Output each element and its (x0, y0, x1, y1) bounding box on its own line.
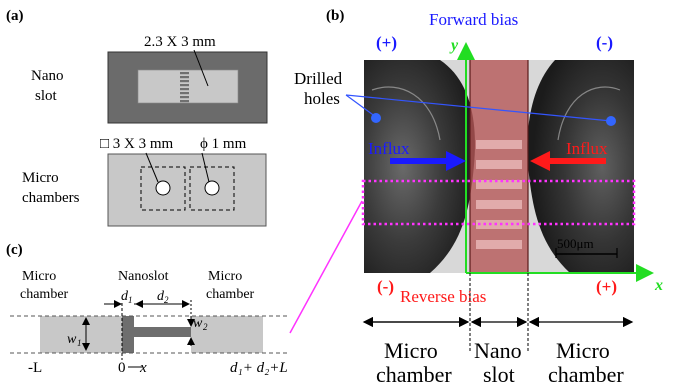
influx-right-arrow (530, 151, 606, 171)
influx-left-label: Influx (368, 139, 410, 158)
panel-c: (c) Micro chamber Nanoslot Micro chamber… (6, 242, 290, 376)
c-d2-label: d (157, 289, 165, 304)
c-w1-sub: 1 (77, 338, 82, 348)
c-nano-d1 (122, 316, 134, 353)
influx-left-arrow (390, 151, 466, 171)
reverse-bias-label: Reverse bias (400, 287, 486, 306)
right-hole-marker (606, 116, 616, 126)
c-nanoslot-label: Nanoslot (118, 269, 169, 284)
nano-slot-channels (476, 140, 522, 249)
c-d1-label: d (121, 289, 129, 304)
panel-a: (a) 2.3 X 3 mm Nano slot □ 3 X 3 mm ϕ 1 … (6, 8, 268, 227)
c-w2-label: w (193, 316, 203, 331)
drilled-holes-pointer-right (345, 94, 612, 122)
c-end-label: d₁+ d₂+L (230, 360, 288, 376)
micro-chambers-label-2: chambers (22, 190, 80, 206)
plus-bottom-right: (+) (596, 277, 617, 296)
micro-square-left (140, 166, 186, 211)
c-micro-left-2: chamber (20, 287, 69, 302)
micro-chambers-label-1: Micro (22, 170, 59, 186)
c-nano-d2 (134, 327, 191, 337)
drilled-holes-label-2: holes (304, 89, 340, 108)
region-nano-2: slot (483, 362, 515, 386)
square-dims-label: □ 3 X 3 mm (100, 136, 174, 152)
panel-b-label: (b) (326, 8, 344, 24)
region-micro-right-2: chamber (548, 362, 624, 386)
left-hole-marker (371, 113, 381, 123)
nano-slot-label-2: slot (35, 88, 58, 104)
nano-dims-label: 2.3 X 3 mm (144, 34, 216, 50)
c-right-chamber (191, 316, 263, 353)
nano-dims-pointer (193, 49, 209, 87)
panel-c-label: (c) (6, 242, 23, 258)
scale-bar-label: 500μm (557, 236, 594, 251)
c-left-chamber (40, 316, 122, 353)
c-x: x (139, 360, 147, 376)
drilled-holes-label-1: Drilled (294, 69, 343, 88)
hole-dims-label: ϕ 1 mm (200, 136, 247, 152)
square-dims-pointer (145, 152, 159, 183)
right-hole-texture (557, 86, 621, 141)
forward-bias-label: Forward bias (429, 10, 518, 29)
minus-bottom-left: (-) (377, 277, 394, 296)
micro-hole-right (204, 180, 220, 196)
region-micro-right-1: Micro (556, 338, 610, 363)
drilled-holes-pointer-left (345, 94, 377, 118)
nano-slot-label-1: Nano (31, 68, 64, 84)
left-hole-texture (371, 86, 441, 141)
c-zero: 0 (118, 360, 126, 376)
c-d1-sub: 1 (128, 295, 133, 305)
x-axis-label: x (654, 277, 663, 294)
panel-a-label: (a) (6, 8, 24, 24)
micro-chip (107, 153, 267, 227)
c-micro-right-2: chamber (206, 287, 255, 302)
micro-hole-left (155, 180, 171, 196)
c-w2-sub: 2 (203, 322, 208, 332)
zoom-connector-line (289, 200, 363, 334)
zoom-region (361, 179, 636, 226)
right-drilled-hole (527, 60, 634, 273)
panel-b: (b) y x Forward bias Reverse bias (+) ( (294, 8, 663, 386)
c-d2-sub: 2 (164, 295, 169, 305)
micro-square-right (189, 166, 235, 211)
c-micro-left-1: Micro (22, 269, 56, 284)
region-micro-left-2: chamber (376, 362, 452, 386)
c-neg-L: -L (28, 360, 42, 376)
region-micro-left-1: Micro (384, 338, 438, 363)
c-w1-label: w (67, 332, 77, 347)
y-axis-label: y (449, 37, 459, 54)
left-drilled-hole (364, 60, 475, 273)
minus-top-right: (-) (596, 33, 613, 52)
nano-slot-stripes (180, 72, 189, 103)
influx-right-label: Influx (566, 139, 608, 158)
hole-dims-pointer (201, 152, 210, 183)
plus-top-left: (+) (376, 33, 397, 52)
c-micro-right-1: Micro (208, 269, 242, 284)
region-nano-1: Nano (474, 338, 522, 363)
